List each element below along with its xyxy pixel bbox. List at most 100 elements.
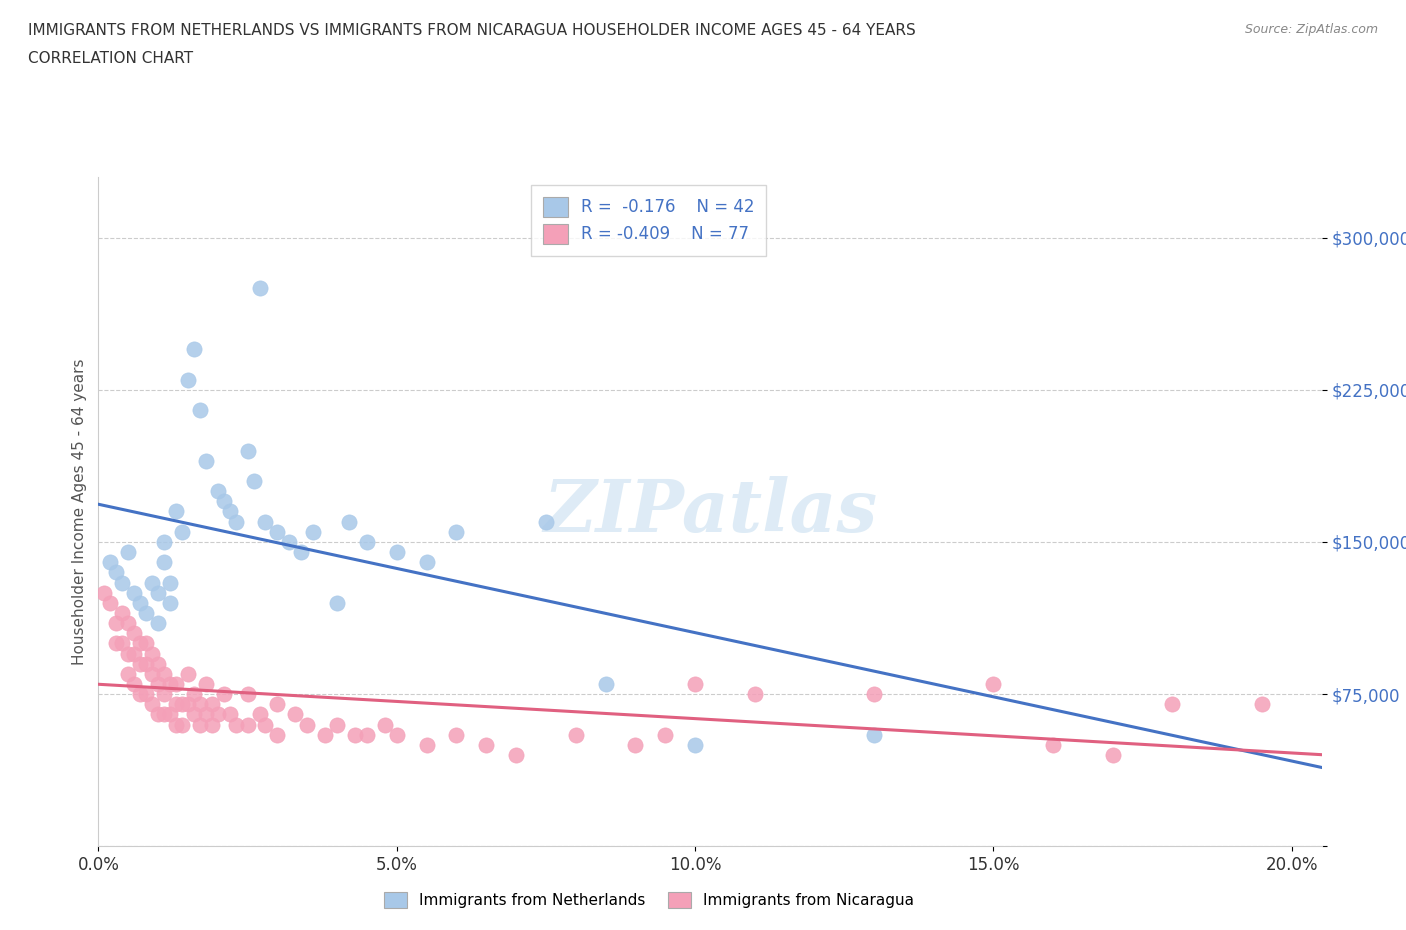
Point — [374, 717, 396, 732]
Point — [863, 727, 886, 742]
Point — [146, 616, 169, 631]
Point — [165, 717, 187, 732]
Point — [177, 667, 200, 682]
Point — [534, 514, 557, 529]
Point — [129, 595, 152, 610]
Point — [218, 504, 240, 519]
Point — [165, 676, 187, 691]
Point — [212, 686, 235, 701]
Point — [207, 707, 229, 722]
Point — [188, 403, 211, 418]
Point — [159, 676, 181, 691]
Point — [146, 707, 169, 722]
Point — [111, 636, 134, 651]
Point — [415, 737, 437, 752]
Point — [153, 686, 176, 701]
Point — [505, 748, 527, 763]
Point — [212, 494, 235, 509]
Point — [266, 727, 288, 742]
Point — [153, 535, 176, 550]
Point — [122, 676, 145, 691]
Point — [153, 667, 176, 682]
Point — [194, 707, 217, 722]
Point — [129, 686, 152, 701]
Point — [183, 686, 205, 701]
Text: CORRELATION CHART: CORRELATION CHART — [28, 51, 193, 66]
Point — [278, 535, 301, 550]
Point — [122, 626, 145, 641]
Point — [863, 686, 886, 701]
Point — [105, 616, 128, 631]
Point — [683, 676, 706, 691]
Point — [111, 605, 134, 620]
Text: IMMIGRANTS FROM NETHERLANDS VS IMMIGRANTS FROM NICARAGUA HOUSEHOLDER INCOME AGES: IMMIGRANTS FROM NETHERLANDS VS IMMIGRANT… — [28, 23, 915, 38]
Point — [624, 737, 647, 752]
Point — [1101, 748, 1123, 763]
Point — [242, 473, 264, 488]
Point — [177, 372, 200, 387]
Point — [159, 595, 181, 610]
Point — [183, 707, 205, 722]
Point — [117, 667, 139, 682]
Point — [297, 717, 319, 732]
Point — [446, 727, 468, 742]
Point — [225, 514, 247, 529]
Point — [170, 525, 193, 539]
Point — [385, 727, 408, 742]
Point — [266, 697, 288, 711]
Point — [201, 717, 224, 732]
Point — [93, 585, 115, 600]
Point — [153, 555, 176, 570]
Point — [188, 697, 211, 711]
Point — [326, 717, 349, 732]
Point — [129, 657, 152, 671]
Point — [565, 727, 588, 742]
Point — [290, 545, 312, 560]
Point — [194, 453, 217, 468]
Point — [98, 555, 121, 570]
Point — [153, 707, 176, 722]
Point — [165, 697, 187, 711]
Point — [266, 525, 288, 539]
Point — [249, 707, 271, 722]
Point — [135, 686, 157, 701]
Point — [1161, 697, 1184, 711]
Point — [141, 697, 163, 711]
Point — [135, 605, 157, 620]
Point — [236, 717, 259, 732]
Point — [170, 697, 193, 711]
Point — [326, 595, 349, 610]
Point — [207, 484, 229, 498]
Point — [356, 727, 378, 742]
Y-axis label: Householder Income Ages 45 - 64 years: Householder Income Ages 45 - 64 years — [72, 358, 87, 665]
Point — [165, 504, 187, 519]
Point — [1042, 737, 1064, 752]
Point — [254, 717, 277, 732]
Point — [284, 707, 307, 722]
Point — [314, 727, 336, 742]
Point — [111, 575, 134, 590]
Point — [343, 727, 366, 742]
Point — [129, 636, 152, 651]
Point — [146, 657, 169, 671]
Point — [135, 657, 157, 671]
Point — [117, 616, 139, 631]
Point — [1251, 697, 1274, 711]
Point — [254, 514, 277, 529]
Point — [141, 575, 163, 590]
Point — [446, 525, 468, 539]
Point — [135, 636, 157, 651]
Point — [146, 585, 169, 600]
Point — [225, 717, 247, 732]
Point — [159, 575, 181, 590]
Point — [415, 555, 437, 570]
Point — [117, 545, 139, 560]
Point — [744, 686, 766, 701]
Point — [236, 686, 259, 701]
Point — [188, 717, 211, 732]
Point — [356, 535, 378, 550]
Point — [170, 717, 193, 732]
Point — [236, 444, 259, 458]
Point — [194, 676, 217, 691]
Point — [983, 676, 1005, 691]
